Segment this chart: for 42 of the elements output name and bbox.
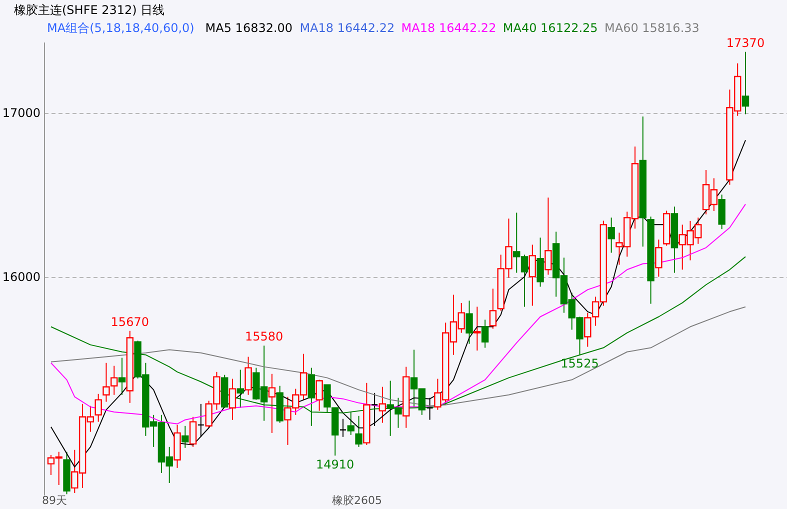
candlestick xyxy=(197,403,205,438)
candlestick xyxy=(474,306,481,352)
chart-title: 橡胶主连(SHFE 2312) 日线 xyxy=(14,3,165,17)
candlestick xyxy=(189,416,197,448)
annotation: 15580 xyxy=(244,330,284,344)
candlestick xyxy=(481,319,489,348)
candlestick xyxy=(489,288,497,330)
candlestick xyxy=(742,51,750,115)
candlestick xyxy=(378,386,386,424)
text: MA18 16442.22 xyxy=(401,21,496,35)
candlestick xyxy=(228,378,236,420)
candlestick xyxy=(370,392,378,426)
line-series xyxy=(50,306,746,406)
candlestick xyxy=(655,239,662,278)
candlestick xyxy=(536,237,544,288)
candlestick xyxy=(94,393,102,422)
legend-label: MA18 16442.22 xyxy=(300,21,395,35)
annotation: 15670 xyxy=(110,314,149,329)
annotation: 15525 xyxy=(560,356,599,371)
candlestick xyxy=(339,418,347,438)
y-tick-label: 16000 xyxy=(2,270,40,284)
candlestick xyxy=(182,425,189,448)
y-tick-label: 17000 xyxy=(2,106,40,120)
text: MA60 15816.33 xyxy=(604,21,700,35)
annotation: 17370 xyxy=(726,36,765,50)
candlestick xyxy=(236,369,244,408)
candlestick xyxy=(608,217,615,254)
candlestick xyxy=(466,300,473,344)
candlestick xyxy=(118,357,126,396)
candlestick xyxy=(316,379,323,412)
candlestick xyxy=(268,373,276,434)
chart-subtitle: MA组合(5,18,18,40,60,0) xyxy=(47,21,194,35)
candlestick xyxy=(355,415,362,448)
annotation: 89天 xyxy=(42,494,67,507)
candlestick xyxy=(426,397,434,420)
candlestick xyxy=(244,356,252,396)
annotation: 14910 xyxy=(316,458,354,472)
candlestick xyxy=(544,197,552,276)
text: MA5 16832.00 xyxy=(205,21,293,35)
text: MA40 16122.25 xyxy=(502,21,598,35)
candlestick xyxy=(528,244,536,306)
annotation: 橡胶2605 xyxy=(332,494,382,507)
